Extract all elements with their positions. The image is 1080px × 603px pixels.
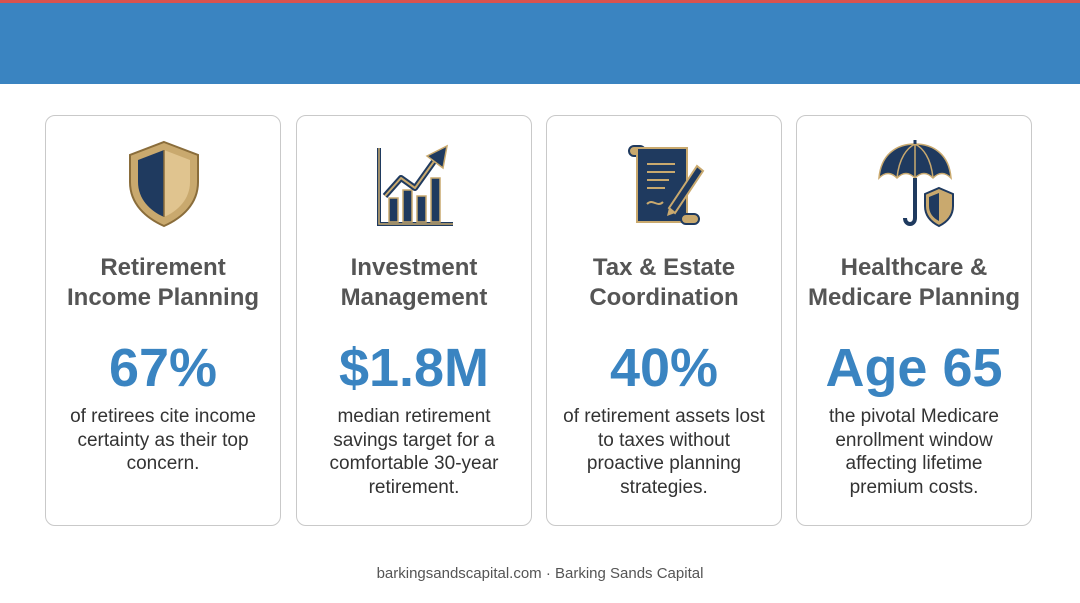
card-title: Healthcare & Medicare Planning	[807, 254, 1021, 311]
document-pen-icon	[625, 138, 705, 230]
footer-credit: barkingsandscapital.com · Barking Sands …	[376, 565, 704, 582]
growth-chart-icon	[375, 138, 455, 230]
umbrella-shield-icon	[875, 138, 955, 230]
card-stat: 67%	[108, 338, 218, 398]
card-title: Tax & Estate Coordination	[589, 254, 739, 311]
card-retirement-income: Retirement Income Planning 67% of retire…	[45, 115, 281, 526]
header-band	[0, 3, 1080, 84]
service-cards: Retirement Income Planning 67% of retire…	[45, 115, 1035, 528]
card-healthcare-medicare: Healthcare & Medicare Planning Age 65 th…	[796, 115, 1032, 526]
card-title: Retirement Income Planning	[66, 254, 260, 311]
card-description: median retirement savings target for a c…	[329, 406, 499, 498]
card-title: Investment Management	[340, 254, 488, 311]
card-description: of retirement assets lost to taxes witho…	[563, 406, 765, 498]
card-tax-estate: Tax & Estate Coordination 40% of retirem…	[546, 115, 782, 526]
top-accent-line	[0, 0, 1080, 3]
card-description: the pivotal Medicare enrollment window a…	[828, 406, 1000, 498]
card-stat: 40%	[609, 338, 719, 398]
shield-icon	[124, 138, 204, 230]
card-stat: $1.8M	[338, 338, 490, 398]
card-stat: Age 65	[825, 338, 1003, 398]
card-description: of retirees cite income certainty as the…	[70, 406, 256, 474]
card-investment-management: Investment Management $1.8M median retir…	[296, 115, 532, 526]
